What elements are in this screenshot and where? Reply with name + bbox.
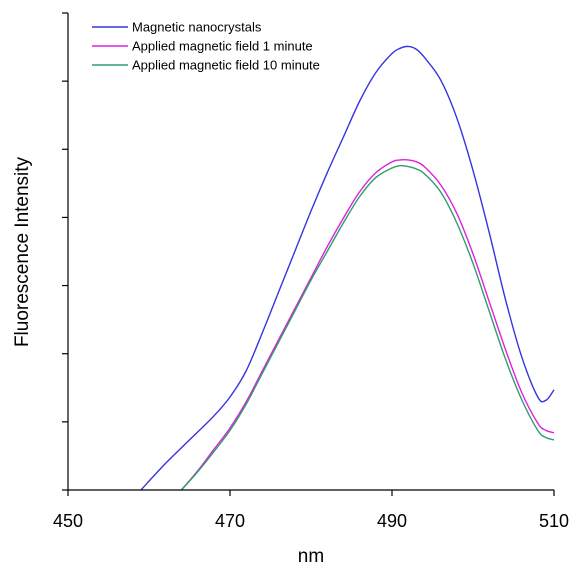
series-line-3 <box>180 164 555 491</box>
x-tick-label: 490 <box>377 511 407 531</box>
series-line-2 <box>180 158 555 491</box>
series-line-1 <box>140 45 555 491</box>
legend: Magnetic nanocrystals Applied magnetic fi… <box>92 20 320 73</box>
x-tick-label: 450 <box>53 511 83 531</box>
legend-label: Applied magnetic field 1 minute <box>132 39 313 54</box>
x-axis-title: nm <box>298 546 324 567</box>
y-ticks <box>62 12 68 491</box>
plot-area <box>140 45 555 491</box>
y-axis-title: Fluorescence Intensity <box>12 156 33 347</box>
x-ticks: 450 470 490 510 <box>53 490 569 531</box>
axes <box>67 13 554 491</box>
legend-label: Magnetic nanocrystals <box>132 20 262 35</box>
x-tick-label: 470 <box>215 511 245 531</box>
legend-label: Applied magnetic field 10 minute <box>132 58 320 73</box>
x-tick-label: 510 <box>539 511 569 531</box>
